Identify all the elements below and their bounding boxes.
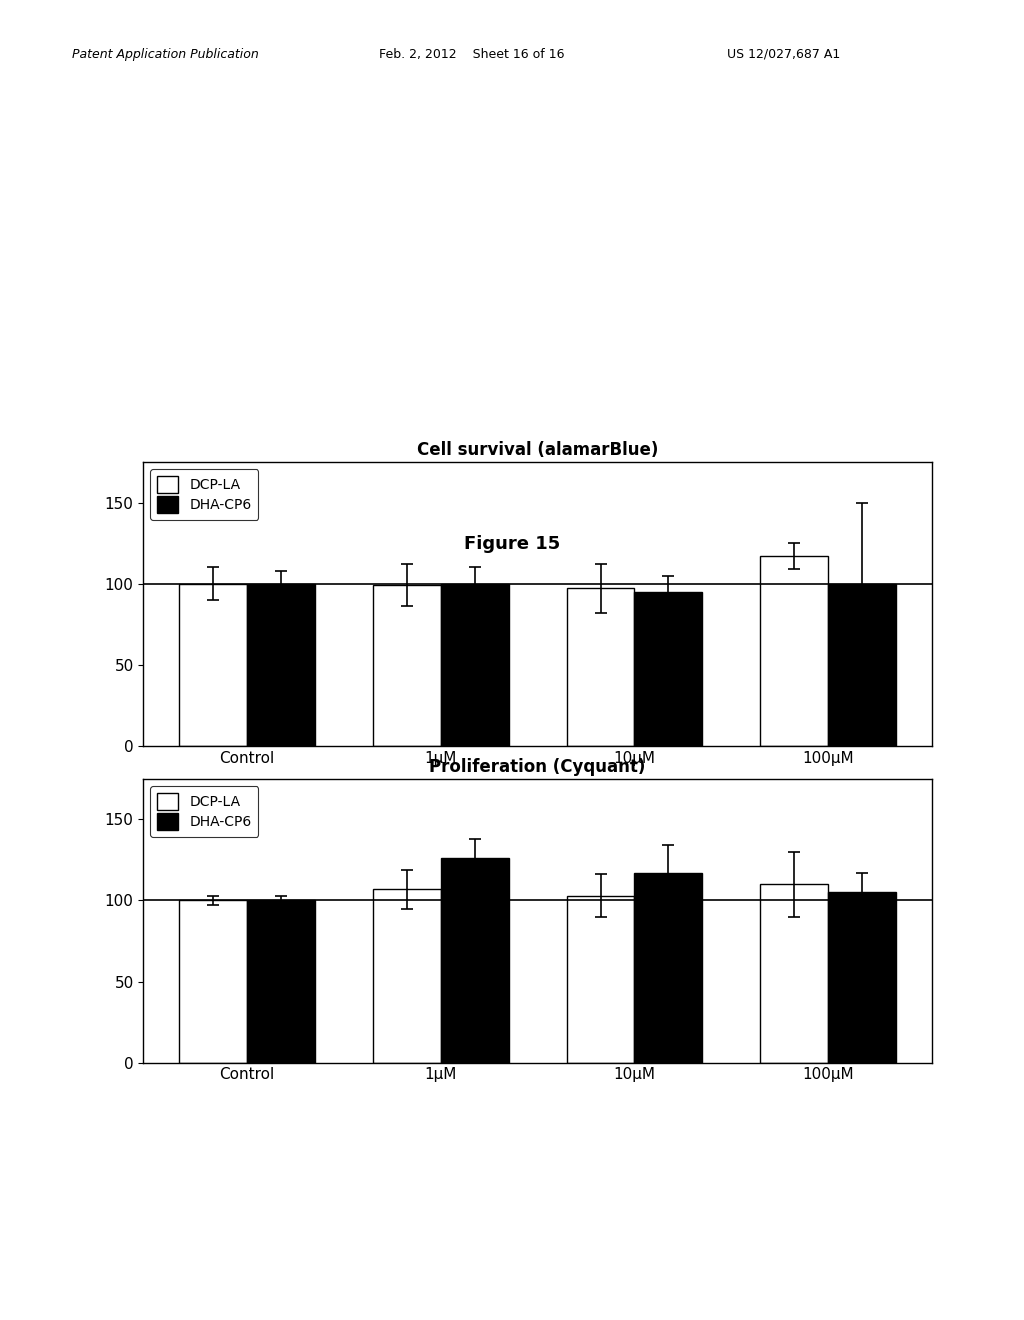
Bar [828, 583, 896, 746]
Legend: DCP-LA, DHA-CP6: DCP-LA, DHA-CP6 [151, 469, 258, 520]
Title: Cell survival (alamarBlue): Cell survival (alamarBlue) [417, 441, 658, 459]
Legend: DCP-LA, DHA-CP6: DCP-LA, DHA-CP6 [151, 785, 258, 837]
Bar [179, 583, 247, 746]
Bar [761, 884, 828, 1063]
Bar [247, 583, 314, 746]
Bar [635, 873, 702, 1063]
Title: Proliferation (Cyquant): Proliferation (Cyquant) [429, 758, 646, 776]
Bar [247, 900, 314, 1063]
Bar [566, 895, 635, 1063]
Text: US 12/027,687 A1: US 12/027,687 A1 [727, 48, 841, 61]
Bar [761, 556, 828, 746]
Bar [635, 591, 702, 746]
Bar [179, 900, 247, 1063]
Text: Figure 15: Figure 15 [464, 535, 560, 553]
Bar [440, 583, 509, 746]
Bar [373, 585, 440, 746]
Text: Patent Application Publication: Patent Application Publication [72, 48, 258, 61]
Bar [828, 892, 896, 1063]
Bar [440, 858, 509, 1063]
Bar [566, 589, 635, 746]
Bar [373, 890, 440, 1063]
Text: Feb. 2, 2012    Sheet 16 of 16: Feb. 2, 2012 Sheet 16 of 16 [379, 48, 564, 61]
